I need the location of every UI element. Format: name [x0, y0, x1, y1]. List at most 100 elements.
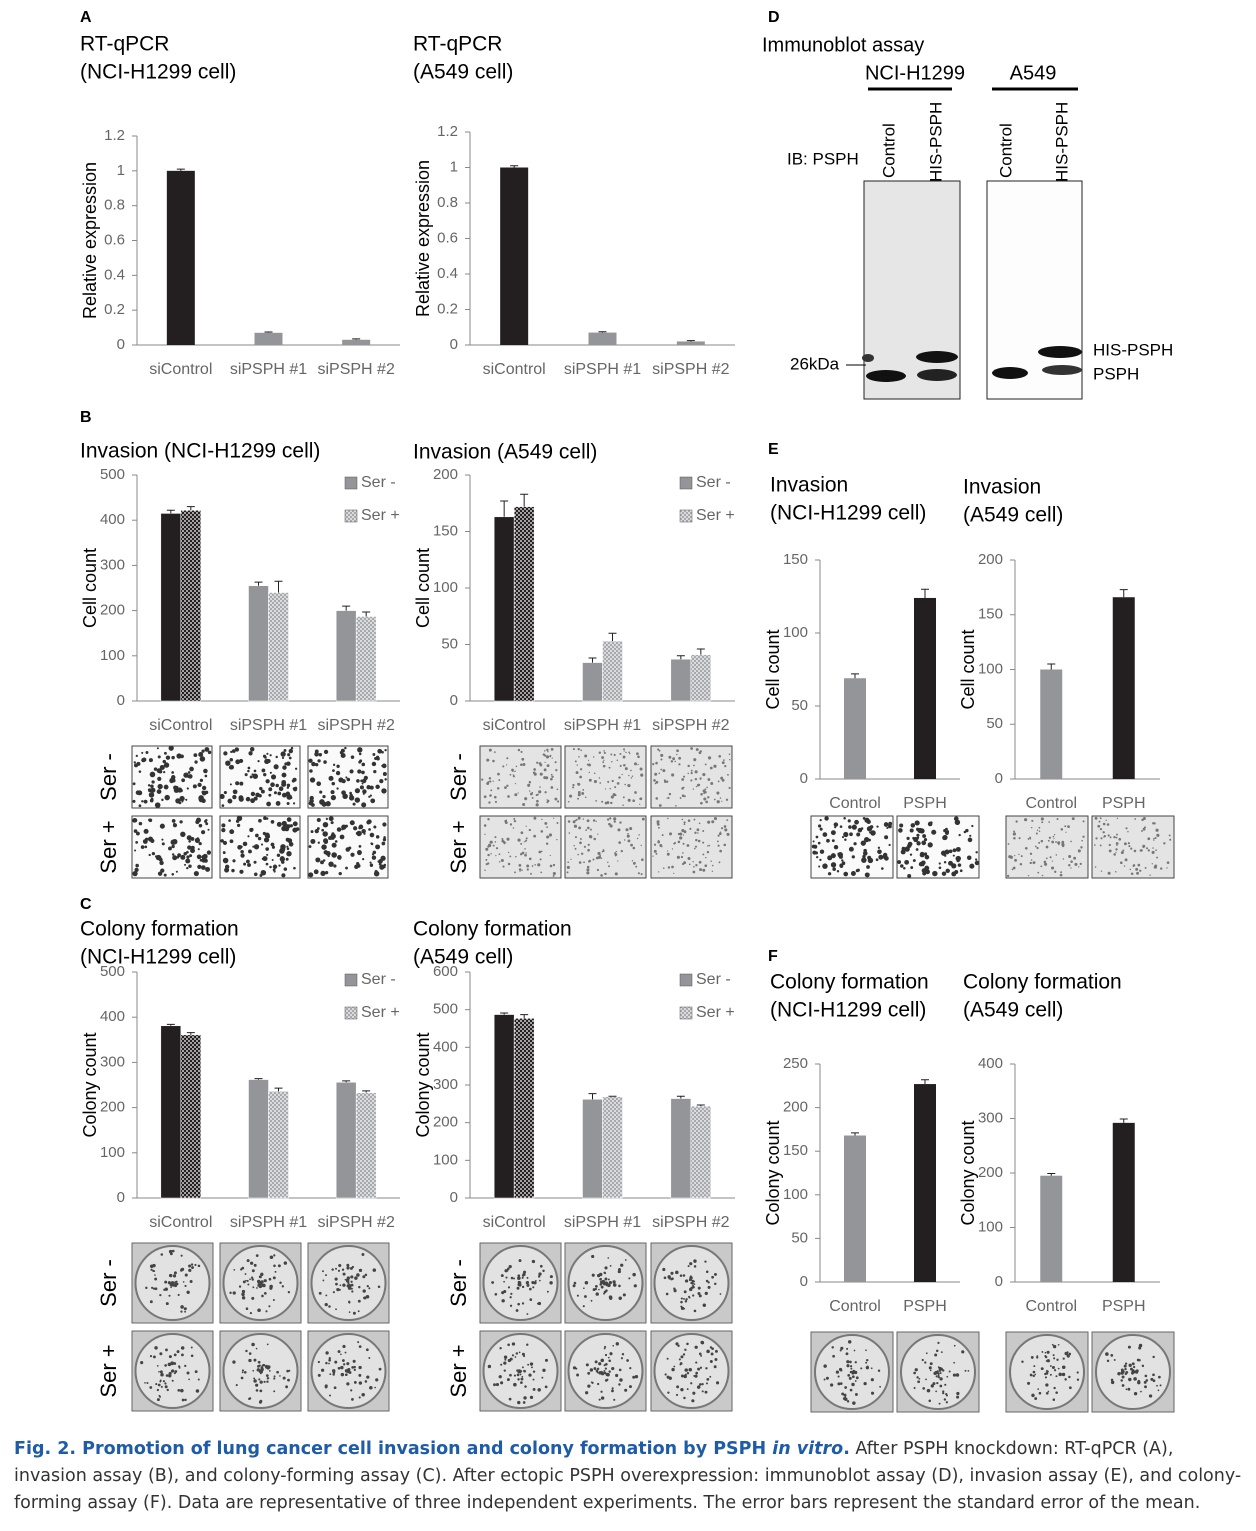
colony	[1156, 1384, 1158, 1387]
cell	[582, 788, 585, 791]
colony	[274, 1270, 277, 1273]
cell	[384, 748, 387, 752]
colony	[697, 1286, 701, 1290]
cell	[952, 848, 957, 853]
cell	[575, 771, 579, 775]
cell	[205, 818, 208, 822]
cell	[622, 804, 624, 806]
colony	[377, 1285, 381, 1288]
colony	[1044, 1351, 1047, 1354]
cell	[1071, 817, 1075, 821]
error-bar	[342, 1080, 351, 1083]
colony	[325, 1294, 328, 1297]
cell	[857, 827, 863, 833]
cell	[694, 845, 698, 848]
colony	[156, 1388, 160, 1392]
colony	[1134, 1370, 1138, 1374]
colony	[598, 1362, 602, 1366]
cell	[843, 871, 849, 877]
colony	[585, 1391, 589, 1395]
colony	[268, 1305, 271, 1308]
colony	[357, 1310, 360, 1313]
y-tick-label: 200	[978, 1164, 1003, 1181]
colony	[180, 1254, 183, 1257]
colony	[599, 1280, 604, 1284]
colony	[665, 1292, 669, 1296]
colony	[694, 1374, 698, 1378]
cell	[1116, 833, 1118, 836]
chart-title: Colony formation	[80, 918, 239, 941]
colony	[523, 1270, 527, 1274]
cell	[270, 782, 275, 788]
cell	[713, 817, 717, 821]
colony	[261, 1283, 265, 1287]
cell	[931, 829, 937, 835]
colony	[158, 1370, 160, 1373]
cell	[627, 839, 631, 843]
colony	[352, 1359, 356, 1363]
colony	[361, 1393, 365, 1397]
cell	[553, 817, 555, 819]
cell	[200, 830, 206, 835]
y-tick-label: 1.2	[104, 127, 125, 144]
cell	[270, 842, 275, 847]
cell	[292, 821, 298, 827]
colony	[688, 1295, 691, 1298]
cell	[199, 756, 206, 762]
cell	[870, 830, 876, 836]
colony	[363, 1296, 367, 1300]
chart-title: (NCI-H1299 cell)	[770, 502, 926, 525]
cell	[247, 863, 251, 867]
colony	[582, 1305, 585, 1308]
cell	[325, 801, 331, 807]
cell	[249, 747, 255, 752]
colony	[922, 1387, 926, 1390]
colony	[573, 1281, 577, 1285]
colony	[517, 1280, 520, 1283]
cell	[524, 848, 526, 850]
y-tick-label: 300	[100, 556, 125, 573]
cell	[265, 862, 269, 866]
colony	[714, 1282, 717, 1286]
image-row-label: Ser -	[446, 753, 471, 801]
cell	[540, 871, 543, 874]
cell	[321, 801, 327, 807]
colony	[188, 1378, 190, 1381]
cell	[521, 757, 525, 761]
colony	[173, 1353, 177, 1357]
colony	[589, 1368, 594, 1372]
colony	[1053, 1369, 1057, 1372]
cell	[172, 823, 177, 828]
colony	[251, 1296, 255, 1300]
cell	[512, 775, 516, 778]
y-tick-label: 0.4	[437, 265, 458, 282]
cell	[281, 781, 287, 787]
cell	[586, 871, 590, 875]
cell	[486, 758, 490, 762]
colony	[1120, 1371, 1124, 1375]
cell	[268, 793, 272, 797]
colony	[1066, 1354, 1070, 1358]
colony	[624, 1259, 627, 1261]
cell	[671, 848, 674, 850]
cell	[603, 759, 605, 762]
colony	[620, 1263, 624, 1267]
cell	[690, 769, 693, 772]
cell	[668, 755, 672, 759]
colony	[851, 1382, 855, 1387]
colony	[604, 1277, 608, 1281]
cell	[592, 858, 595, 861]
x-tick-label: siControl	[149, 717, 212, 734]
colony	[269, 1286, 273, 1290]
colony	[946, 1375, 949, 1378]
colony	[266, 1366, 270, 1370]
colony	[689, 1262, 693, 1266]
colony	[344, 1373, 348, 1377]
y-tick-label: 100	[433, 1151, 458, 1168]
bar	[844, 1135, 866, 1282]
cell	[185, 798, 188, 801]
colony	[159, 1379, 162, 1382]
cell	[580, 838, 582, 840]
cell	[938, 866, 942, 870]
cell	[1109, 836, 1112, 839]
